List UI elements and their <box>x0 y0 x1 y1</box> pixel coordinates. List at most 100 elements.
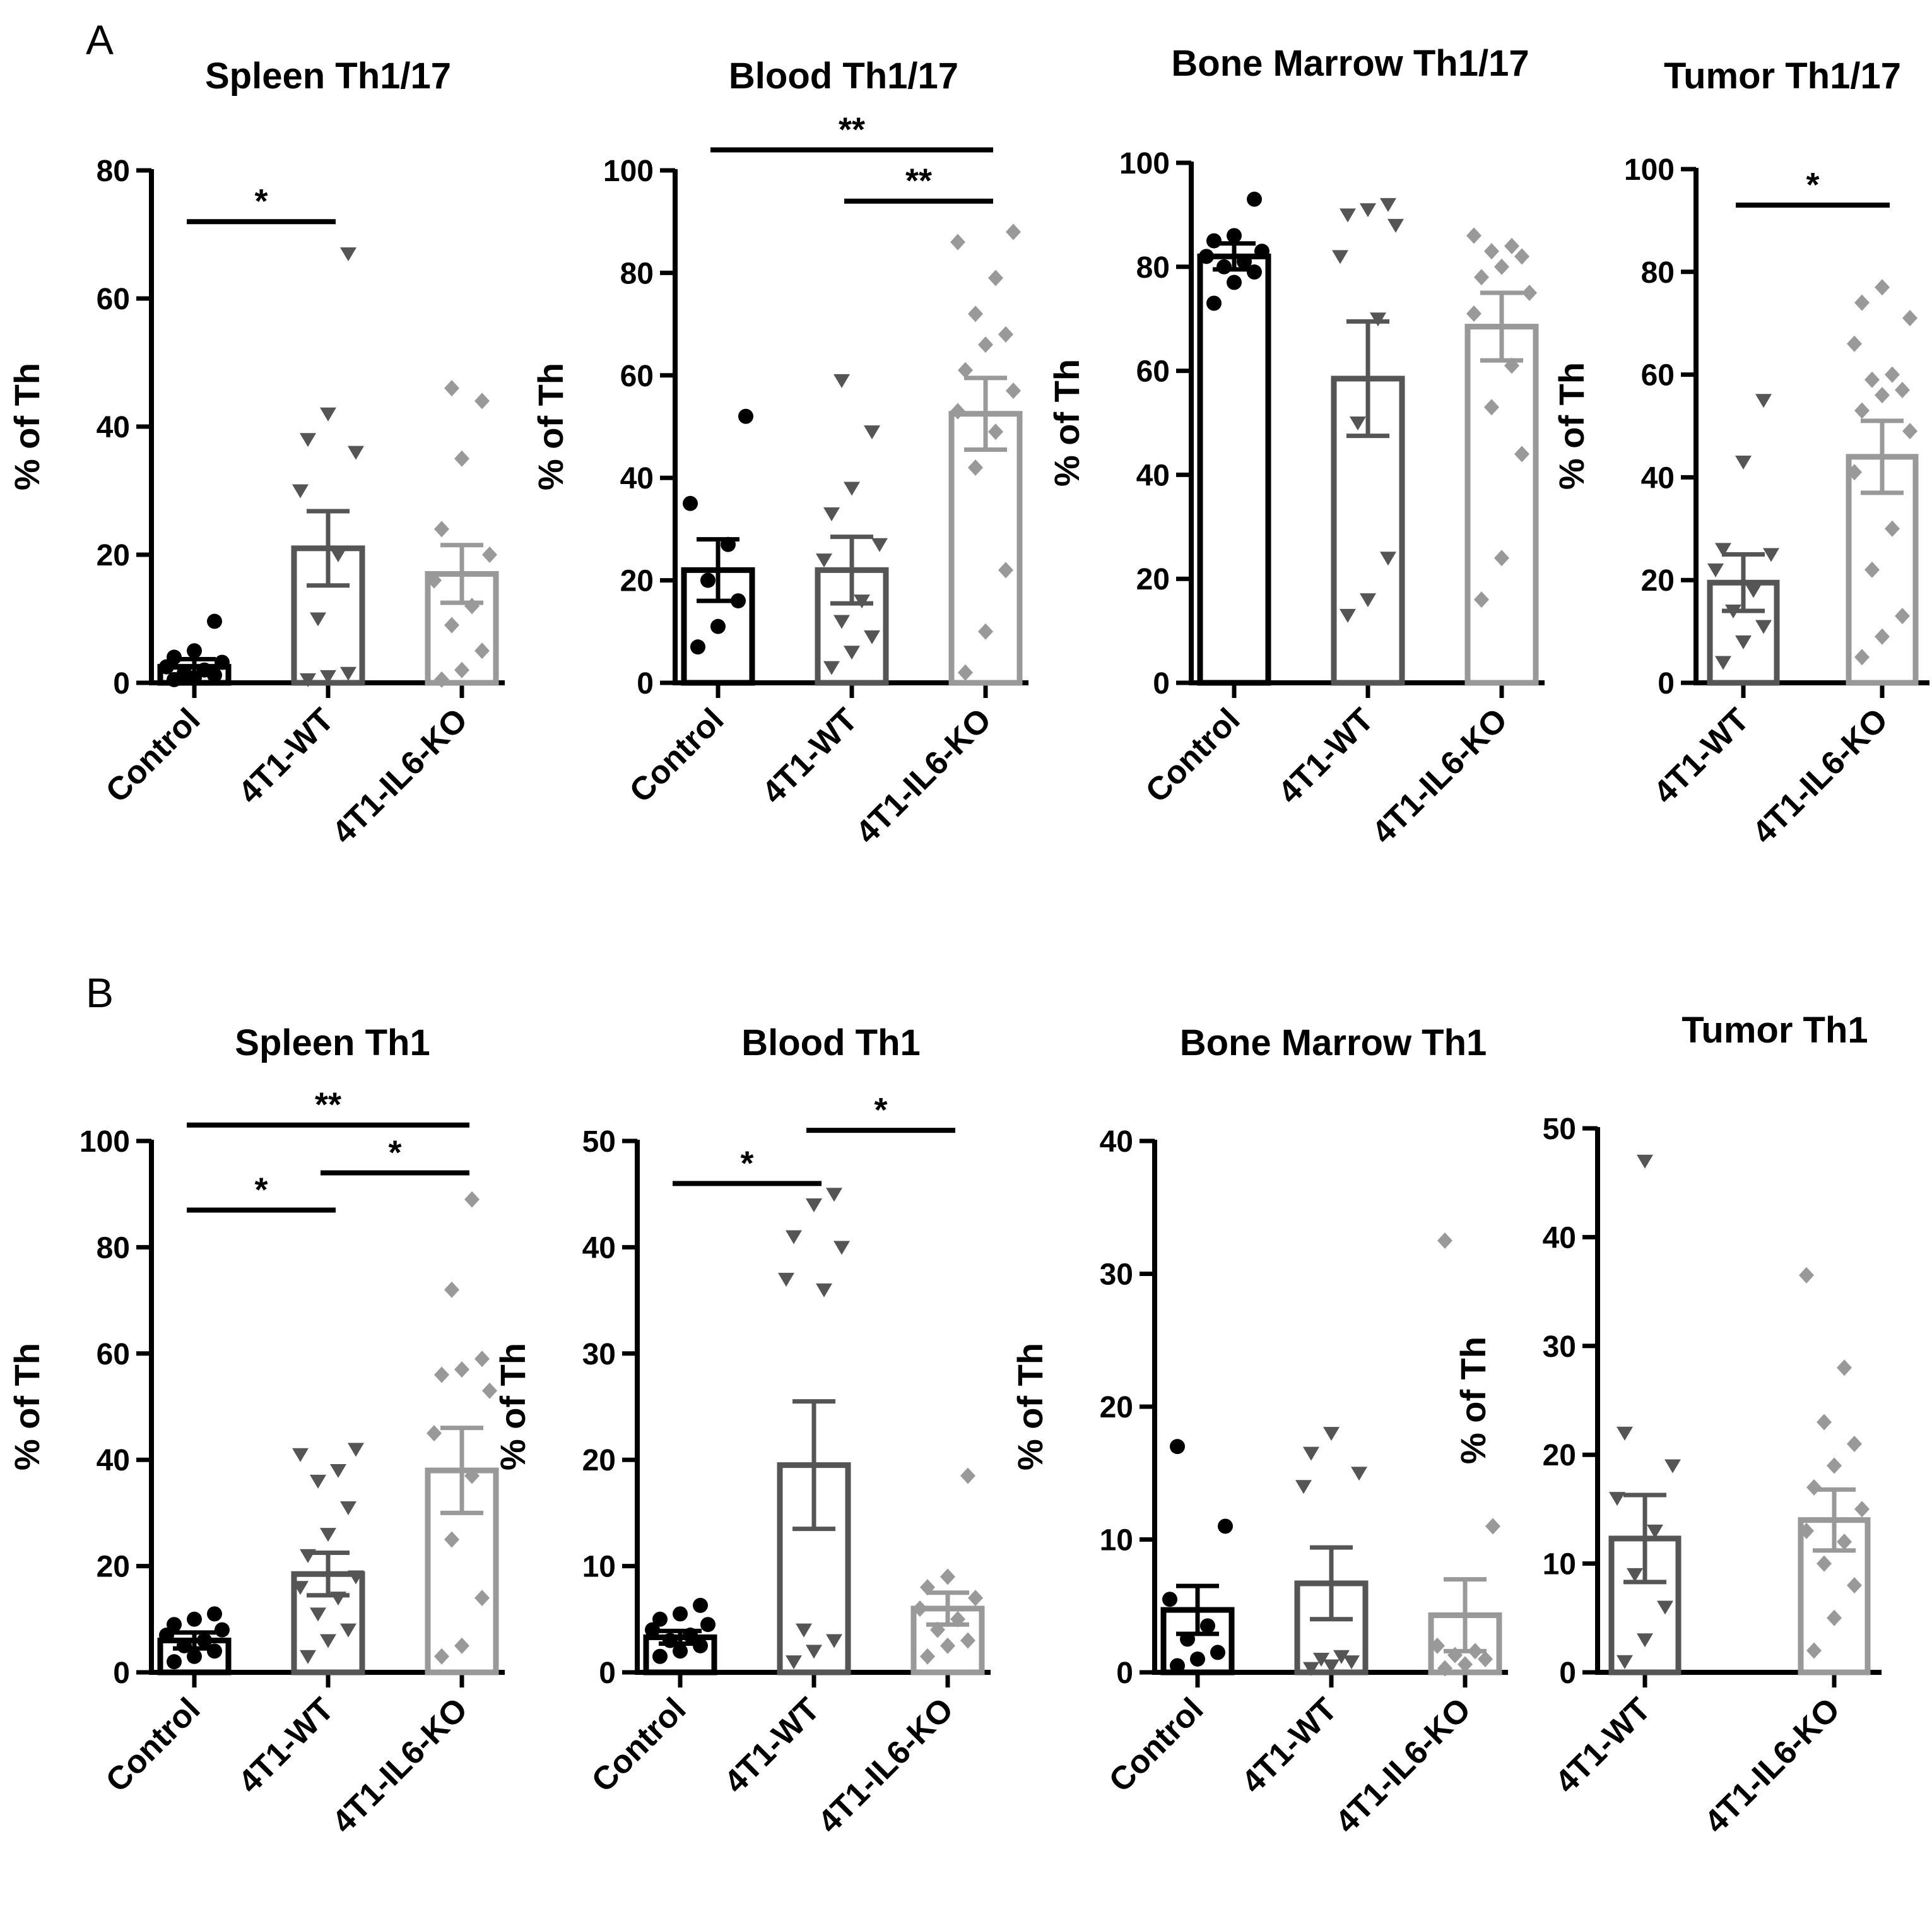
data-point-control <box>1162 1592 1177 1607</box>
data-point-4t1-wt <box>1380 552 1396 566</box>
category-label-4t1-il6-ko: 4T1-IL6-KO <box>325 1691 474 1840</box>
data-point-4t1-il6-ko <box>474 1590 490 1607</box>
y-tick-label: 20 <box>97 539 130 572</box>
data-point-4t1-il6-ko <box>1478 1650 1493 1667</box>
data-point-4t1-il6-ko <box>1847 464 1862 481</box>
data-point-control <box>673 1606 688 1622</box>
data-point-4t1-wt <box>1360 593 1376 608</box>
chart-title: Tumor Th1 <box>1682 1010 1868 1051</box>
y-tick-label: 80 <box>1136 251 1170 285</box>
chart-tumor-th1-17: Tumor Th1/17 % of Th 0 20 40 60 80 100 4T1-WT4T1… <box>1552 56 1929 851</box>
data-point-4t1-wt <box>1735 455 1752 470</box>
data-point-4t1-il6-ko <box>1864 371 1880 388</box>
data-point-4t1-wt <box>1755 394 1772 408</box>
data-point-4t1-il6-ko <box>998 326 1013 343</box>
y-tick-label: 20 <box>1100 1391 1133 1424</box>
data-point-4t1-il6-ko <box>434 1366 449 1383</box>
y-tick-label: 50 <box>582 1125 616 1159</box>
data-point-4t1-il6-ko <box>940 1568 955 1585</box>
data-point-4t1-il6-ko <box>1474 591 1489 608</box>
data-point-4t1-il6-ko <box>444 1531 459 1548</box>
data-point-4t1-wt <box>833 374 850 388</box>
y-tick-label: 40 <box>1641 461 1675 495</box>
data-point-4t1-il6-ko <box>1522 285 1537 301</box>
data-point-4t1-il6-ko <box>482 1382 497 1399</box>
y-axis-label: % of Th <box>1453 1337 1493 1464</box>
data-point-4t1-wt <box>310 612 326 627</box>
data-point-4t1-wt <box>1351 1467 1367 1481</box>
bar-bone-marrow-th1-17-4t1-il6-ko <box>1464 324 1539 686</box>
data-point-control <box>645 1622 660 1638</box>
data-point-4t1-wt <box>310 1607 326 1622</box>
data-point-control <box>1218 1518 1233 1534</box>
data-point-4t1-wt <box>348 1443 364 1457</box>
data-point-4t1-il6-ko <box>1504 357 1519 374</box>
data-point-4t1-wt <box>823 507 840 522</box>
data-point-4t1-il6-ko <box>1484 399 1499 416</box>
data-point-4t1-wt <box>292 1448 309 1462</box>
data-point-4t1-wt <box>1637 1154 1653 1169</box>
data-point-4t1-il6-ko <box>1006 382 1021 399</box>
data-point-4t1-wt <box>1332 250 1348 264</box>
y-tick-label: 0 <box>1116 1657 1133 1690</box>
y-tick-label: 20 <box>97 1551 130 1584</box>
data-point-4t1-il6-ko <box>1484 243 1499 260</box>
category-label-4t1-il6-ko: 4T1-IL6-KO <box>325 701 474 851</box>
data-point-control <box>215 1622 230 1638</box>
data-point-4t1-wt <box>1303 1446 1319 1461</box>
data-point-4t1-wt <box>871 538 888 552</box>
y-tick-label: 100 <box>603 155 654 188</box>
data-point-control <box>693 1638 708 1653</box>
data-point-4t1-wt <box>1647 1524 1663 1539</box>
y-tick-label: 20 <box>1543 1439 1576 1472</box>
data-point-4t1-il6-ko <box>444 380 459 397</box>
data-point-4t1-wt <box>1303 1662 1319 1676</box>
category-label-4t1-il6-ko: 4T1-IL6-KO <box>1328 1691 1478 1840</box>
category-label-control: Control <box>623 701 731 810</box>
data-point-4t1-il6-ko <box>1837 1534 1852 1551</box>
data-point-4t1-wt <box>1343 1655 1360 1670</box>
data-point-4t1-wt <box>1755 620 1772 634</box>
y-tick-label: 20 <box>582 1444 616 1477</box>
data-point-4t1-wt <box>348 1570 364 1585</box>
data-point-control <box>652 1648 668 1664</box>
data-point-control <box>1190 1651 1205 1667</box>
data-point-control <box>207 1606 222 1622</box>
data-point-4t1-wt <box>1313 1652 1329 1667</box>
panel-letter-a: A <box>86 16 114 63</box>
data-point-4t1-il6-ko <box>968 1590 983 1607</box>
data-point-4t1-wt <box>864 630 880 644</box>
data-point-4t1-il6-ko <box>978 623 993 640</box>
data-point-4t1-il6-ko <box>958 362 973 379</box>
data-point-4t1-wt <box>300 1549 316 1563</box>
data-point-4t1-wt <box>1360 203 1376 218</box>
chart-title: Bone Marrow Th1 <box>1180 1022 1487 1063</box>
y-tick-label: 20 <box>1641 564 1675 598</box>
bar-blood-th1-17-4t1-il6-ko <box>948 411 1023 686</box>
data-point-4t1-il6-ko <box>1447 1646 1463 1664</box>
data-point-4t1-wt <box>340 247 356 261</box>
data-point-4t1-wt <box>816 1283 832 1297</box>
data-point-4t1-il6-ko <box>1847 335 1862 352</box>
data-point-4t1-wt <box>786 1655 802 1670</box>
data-point-control <box>721 536 736 552</box>
category-label-4t1-il6-ko: 4T1-IL6-KO <box>849 701 998 851</box>
y-axis-label: % of Th <box>1047 359 1087 487</box>
y-tick-label: 40 <box>1136 459 1170 492</box>
data-point-4t1-il6-ko <box>1806 1479 1822 1496</box>
data-point-control <box>1210 1645 1225 1660</box>
data-point-4t1-il6-ko <box>988 423 1003 440</box>
data-point-4t1-il6-ko <box>1902 423 1917 440</box>
data-point-4t1-il6-ko <box>1458 1656 1473 1673</box>
data-point-4t1-wt <box>1609 1492 1625 1506</box>
y-tick-label: 60 <box>1641 359 1675 393</box>
y-axis-label: % of Th <box>7 363 47 490</box>
data-point-4t1-il6-ko <box>958 664 973 681</box>
y-axis-label: % of Th <box>1552 362 1591 490</box>
data-point-4t1-il6-ko <box>1885 366 1900 383</box>
data-point-4t1-wt <box>320 407 336 422</box>
data-point-4t1-wt <box>330 1464 346 1479</box>
data-point-4t1-wt <box>340 1501 356 1515</box>
chart-title: Tumor Th1/17 <box>1664 56 1901 97</box>
